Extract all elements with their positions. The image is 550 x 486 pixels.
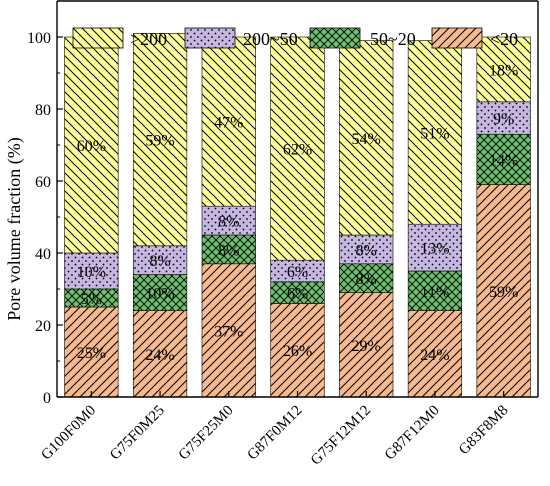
data-label: 18% [489, 62, 518, 79]
data-label: 13% [420, 241, 449, 258]
y-tick-label: 40 [35, 246, 51, 263]
data-label: 62% [283, 142, 312, 159]
data-label: 9% [493, 111, 514, 128]
data-label: 10% [145, 286, 174, 303]
data-label: 11% [421, 284, 450, 301]
bar-segment-G87F12M0-s1 [407, 270, 463, 311]
data-label: 60% [77, 138, 106, 155]
legend-label: <20 [490, 29, 518, 49]
legend-swatch [184, 27, 236, 49]
x-tick-label: G100F0M0 [38, 403, 99, 464]
data-label: 8% [218, 242, 239, 259]
y-tick-label: 100 [27, 30, 51, 47]
x-tick-label: G83F8M8 [456, 403, 512, 459]
data-label: 14% [489, 152, 518, 169]
bar-segment-G83F8M8-s0 [476, 184, 531, 398]
y-tick-label: 80 [35, 102, 51, 119]
bar-segment-G75F0M25-s0 [132, 310, 188, 398]
bar-segment-G75F12M12-s2 [339, 234, 394, 265]
bar-segment-G87F12M0-s0 [407, 310, 463, 398]
bar-segment-G87F0M12-s3 [270, 36, 325, 261]
legend-label: >200 [130, 29, 167, 49]
bar-segment-G100F0M0-s3 [64, 36, 119, 254]
legend-swatch [72, 27, 124, 49]
bar-segment-G87F12M0-s3 [407, 40, 463, 225]
x-tick-label: G87F0M12 [245, 403, 306, 464]
data-label: 6% [287, 286, 308, 303]
data-label: 54% [352, 131, 381, 148]
data-label: 10% [77, 264, 106, 281]
data-label: 29% [352, 338, 381, 355]
bar-segment-G75F25M0-s0 [201, 263, 256, 398]
x-tick-label: G87F12M0 [382, 403, 443, 464]
bar-segment-G83F8M8-s2 [476, 101, 531, 135]
data-label: 24% [420, 347, 449, 364]
bar-segment-G75F0M25-s2 [132, 245, 188, 275]
legend-label: 200~50 [243, 29, 298, 49]
bar-segment-G75F25M0-s1 [201, 234, 256, 265]
data-label: 59% [145, 133, 174, 150]
bar-segment-G83F8M8-s1 [476, 133, 531, 185]
bar-segment-G87F0M12-s0 [270, 303, 325, 398]
bar-segment-G75F12M12-s0 [339, 292, 394, 398]
y-tick-label: 20 [35, 318, 51, 335]
data-label: 26% [283, 343, 312, 360]
bar-segment-G100F0M0-s0 [64, 306, 119, 398]
legend-swatch [431, 27, 483, 49]
data-label: 8% [356, 242, 377, 259]
data-label: 37% [214, 323, 243, 340]
y-tick-label: 60 [35, 174, 51, 191]
data-label: 8% [218, 214, 239, 231]
data-labels-layer: 25% 5% 10% 60% 24% 10% 8% 59% 37% 8% 8% 47% 26% 6% 6% 6… [77, 62, 519, 363]
data-label: 47% [214, 115, 243, 132]
y-axis-title: Pore volume fraction (%) [4, 137, 25, 320]
bar-segment-G75F12M12-s1 [339, 263, 394, 293]
bar-segment-G87F12M0-s2 [407, 223, 463, 272]
bar-segment-G75F0M25-s1 [132, 274, 188, 311]
data-label: 8% [356, 271, 377, 288]
x-tick-label: G75F25M0 [176, 403, 237, 464]
bar-segment-G83F8M8-s3 [476, 36, 531, 103]
legend-label: 50~20 [370, 29, 416, 49]
legend: >200 200~50 50~20 <20 [72, 27, 518, 49]
data-label: 6% [287, 264, 308, 281]
data-label: 5% [81, 291, 102, 308]
data-label: 8% [149, 253, 170, 270]
data-label: 24% [145, 347, 174, 364]
bar-segment-G75F12M12-s3 [339, 40, 394, 236]
bar-segment-G75F0M25-s3 [132, 33, 188, 247]
y-tick-label: 0 [43, 390, 51, 407]
data-label: 51% [420, 125, 449, 142]
data-label: 25% [77, 345, 106, 362]
legend-swatch [309, 27, 361, 49]
x-tick-label: G75F0M25 [107, 403, 168, 464]
bar-segment-G75F25M0-s3 [201, 36, 256, 207]
data-label: 59% [489, 284, 518, 301]
bars-layer [64, 33, 531, 398]
x-tick-label: G75F12M12 [308, 403, 374, 469]
